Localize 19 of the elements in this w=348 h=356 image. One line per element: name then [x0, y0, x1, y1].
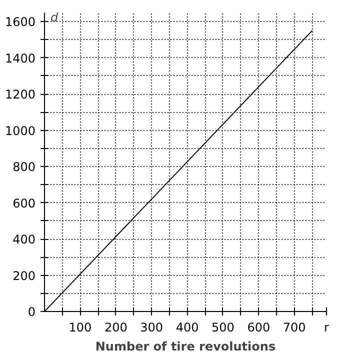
x-tick-label: 300	[140, 320, 164, 334]
x-tick-label: 400	[176, 320, 199, 334]
y-axis-title: d	[50, 10, 58, 24]
y-tick-label: 1000	[4, 124, 36, 138]
y-tick-label: 400	[12, 232, 36, 247]
x-tick-label: 500	[212, 320, 234, 334]
y-tick-label: 1600	[4, 15, 36, 30]
text: r	[324, 320, 330, 334]
y-tick-label: 200	[12, 268, 36, 283]
y-tick-label: 1400	[4, 51, 36, 66]
x-tick-label: 100	[68, 320, 92, 334]
x-tick-label: 700	[282, 320, 306, 334]
y-tick-label: 600	[12, 196, 36, 210]
x-tick-label: 600	[247, 320, 270, 334]
x-tick-label: 200	[104, 320, 128, 334]
y-tick-label: 800	[12, 160, 36, 174]
x-axis-title: Number of tire revolutions	[95, 340, 276, 354]
y-tick-label: 1200	[4, 88, 36, 102]
y-tick-label: 0	[28, 305, 36, 319]
